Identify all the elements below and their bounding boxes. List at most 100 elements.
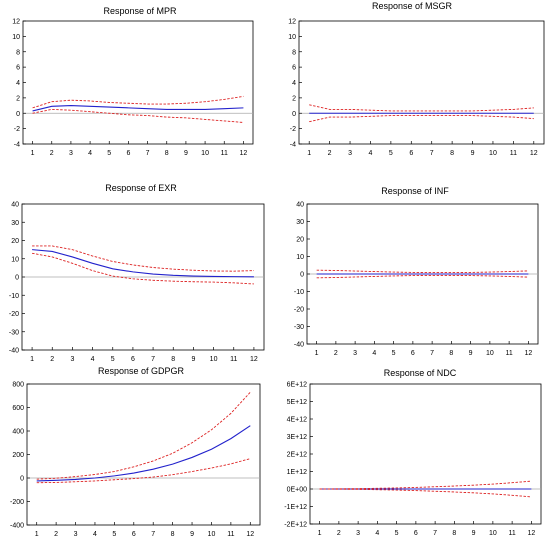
x-tick-label: 5	[392, 350, 396, 357]
chart-title: Response of NDC	[384, 368, 457, 378]
y-tick-label: 30	[11, 220, 19, 227]
y-tick-label: 3E+12	[287, 434, 308, 441]
x-tick-label: 3	[353, 350, 357, 357]
x-tick-label: 4	[93, 531, 97, 538]
upper-band-line	[36, 391, 251, 480]
y-tick-label: 400	[12, 429, 24, 436]
y-tick-label: 12	[12, 19, 20, 26]
x-tick-label: 9	[469, 350, 473, 357]
x-tick-label: 2	[328, 150, 332, 157]
y-tick-label: 40	[296, 202, 304, 209]
x-tick-label: 11	[508, 530, 515, 537]
x-tick-label: 3	[70, 356, 74, 363]
y-tick-label: 1E+12	[287, 469, 308, 476]
x-tick-label: 9	[471, 150, 475, 157]
response-line	[32, 249, 254, 278]
x-tick-label: 4	[91, 356, 95, 363]
upper-band-line	[319, 480, 532, 490]
x-tick-label: 4	[375, 530, 379, 537]
x-tick-label: 6	[409, 150, 413, 157]
x-tick-label: 5	[389, 150, 393, 157]
y-tick-label: -4	[14, 142, 20, 149]
x-tick-label: 10	[486, 350, 494, 357]
x-tick-label: 9	[472, 530, 476, 537]
x-tick-label: 5	[111, 356, 115, 363]
x-tick-label: 6	[132, 531, 136, 538]
x-tick-label: 7	[430, 350, 434, 357]
x-tick-label: 2	[50, 356, 54, 363]
y-tick-label: 0	[20, 476, 24, 483]
x-tick-label: 12	[240, 150, 248, 157]
y-tick-label: 10	[12, 34, 20, 41]
x-tick-label: 12	[530, 150, 538, 157]
chart-title: Response of EXR	[105, 183, 177, 193]
plot-frame	[298, 20, 545, 145]
x-tick-label: 3	[69, 150, 73, 157]
x-tick-label: 1	[307, 150, 311, 157]
lower-band-line	[319, 488, 532, 498]
y-tick-label: -40	[9, 348, 19, 355]
x-tick-label: 8	[450, 150, 454, 157]
plot-frame	[26, 383, 261, 526]
response-line	[36, 425, 251, 482]
x-tick-label: 7	[146, 150, 150, 157]
x-tick-label: 3	[74, 531, 78, 538]
x-tick-label: 10	[489, 530, 497, 537]
x-tick-label: 3	[348, 150, 352, 157]
y-tick-label: 0	[300, 272, 304, 279]
x-tick-label: 4	[372, 350, 376, 357]
y-tick-label: -200	[10, 499, 24, 506]
x-tick-label: 9	[190, 531, 194, 538]
y-tick-label: -10	[9, 293, 19, 300]
x-tick-label: 2	[54, 531, 58, 538]
plot-frame	[22, 20, 254, 145]
x-tick-label: 10	[208, 531, 216, 538]
lower-band-line	[31, 252, 254, 285]
y-tick-label: -20	[294, 307, 304, 314]
x-tick-label: 8	[449, 350, 453, 357]
y-tick-label: 2	[16, 95, 20, 102]
x-tick-label: 12	[527, 530, 535, 537]
y-tick-label: -2	[14, 126, 20, 133]
y-tick-label: 10	[296, 254, 304, 261]
x-tick-label: 7	[433, 530, 437, 537]
y-tick-label: 2E+12	[287, 452, 308, 459]
y-tick-label: 8	[16, 49, 20, 56]
x-tick-label: 6	[131, 356, 135, 363]
x-tick-label: 5	[112, 531, 116, 538]
x-tick-label: 12	[246, 531, 254, 538]
x-tick-label: 5	[395, 530, 399, 537]
upper-band-line	[316, 269, 529, 274]
x-tick-label: 7	[151, 531, 155, 538]
x-tick-label: 11	[230, 356, 237, 363]
x-tick-label: 12	[524, 350, 532, 357]
lower-band-line	[32, 108, 244, 123]
y-tick-label: -1E+12	[284, 504, 307, 511]
upper-band-line	[309, 104, 534, 112]
x-tick-label: 9	[184, 150, 188, 157]
y-tick-label: 2	[292, 95, 296, 102]
x-tick-label: 10	[210, 356, 218, 363]
y-tick-label: 0E+00	[287, 487, 308, 494]
y-tick-label: 20	[11, 238, 19, 245]
x-tick-label: 6	[414, 530, 418, 537]
y-tick-label: 6	[16, 65, 20, 72]
x-tick-label: 3	[356, 530, 360, 537]
y-tick-label: 4E+12	[287, 417, 308, 424]
x-tick-label: 1	[35, 531, 39, 538]
x-tick-label: 6	[411, 350, 415, 357]
y-tick-label: 40	[11, 202, 19, 209]
y-tick-label: -4	[290, 142, 296, 149]
chart-title: Response of MSGR	[372, 1, 453, 11]
y-tick-label: 6E+12	[287, 382, 308, 389]
y-tick-label: 200	[12, 452, 24, 459]
plot-frame	[309, 383, 542, 525]
x-tick-label: 10	[489, 150, 497, 157]
response-line	[32, 105, 244, 112]
x-tick-label: 4	[369, 150, 373, 157]
